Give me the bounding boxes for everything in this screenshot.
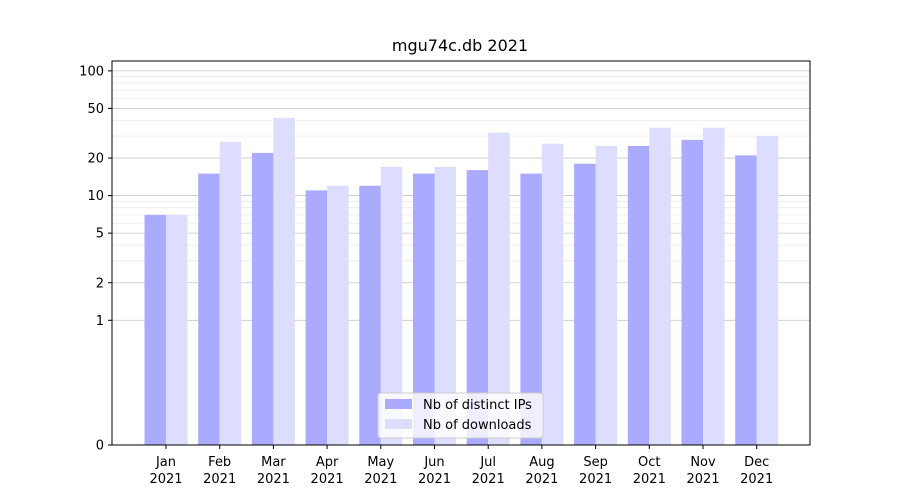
x-tick-label-month: Jun	[423, 455, 444, 470]
legend-swatch	[385, 419, 412, 429]
bar-distinct-ips	[520, 173, 542, 445]
bar-distinct-ips	[466, 170, 489, 445]
legend: Nb of distinct IPs Nb of downloads	[377, 392, 544, 439]
legend-label: Nb of downloads	[423, 418, 532, 433]
bar-distinct-ips	[305, 190, 328, 445]
y-tick-label: 100	[79, 64, 104, 79]
bar-downloads	[488, 132, 510, 445]
bar-distinct-ips	[359, 185, 381, 445]
bar-distinct-ips	[574, 163, 596, 445]
y-tick-label: 2	[96, 276, 104, 291]
plot-frame	[111, 60, 811, 446]
y-tick-label: 0	[96, 439, 104, 454]
x-tick-label-year: 2021	[472, 472, 505, 487]
x-axis: Jan 2021 Feb 2021 Mar 2021 Apr 2021 May 2021 Jun 20…	[149, 445, 773, 487]
x-tick-label-year: 2021	[418, 472, 451, 487]
x-tick-label-year: 2021	[525, 472, 558, 487]
x-tick-label-year: 2021	[686, 472, 719, 487]
legend-box	[377, 392, 544, 439]
x-tick-label-month: Jul	[479, 455, 496, 470]
x-tick-label-month: May	[367, 455, 394, 470]
x-tick-label-year: 2021	[311, 472, 344, 487]
bar-downloads	[273, 117, 295, 446]
x-tick-label-month: Jan	[155, 455, 176, 470]
bar-downloads	[541, 143, 564, 445]
x-tick-label-year: 2021	[740, 472, 773, 487]
bar-downloads	[595, 145, 618, 445]
y-tick-label: 50	[87, 102, 104, 117]
bar-downloads	[756, 136, 779, 445]
bars	[144, 117, 779, 446]
bar-distinct-ips	[251, 152, 274, 445]
y-tick-label: 1	[96, 314, 104, 329]
x-tick-label-year: 2021	[633, 472, 666, 487]
x-tick-label-year: 2021	[203, 472, 236, 487]
x-tick-label-year: 2021	[579, 472, 612, 487]
x-tick-label-month: Apr	[316, 455, 339, 470]
chart-title: mgu74c.db 2021	[392, 36, 528, 55]
x-tick-label-month: Aug	[529, 455, 554, 470]
bar-downloads	[166, 214, 188, 445]
x-tick-label-month: Oct	[638, 455, 660, 470]
x-tick-label-month: Dec	[744, 455, 769, 470]
x-tick-label-year: 2021	[364, 472, 397, 487]
bar-distinct-ips	[413, 173, 435, 445]
bar-downloads	[219, 141, 242, 446]
bar-distinct-ips	[144, 214, 166, 445]
x-tick-label-year: 2021	[149, 472, 182, 487]
bar-distinct-ips	[735, 155, 757, 445]
bar-downloads	[434, 166, 456, 445]
bar-downloads	[703, 127, 725, 445]
bar-downloads	[649, 127, 671, 445]
legend-label: Nb of distinct IPs	[423, 398, 532, 413]
x-tick-label-month: Mar	[261, 455, 286, 470]
x-tick-label-month: Nov	[690, 455, 716, 470]
x-tick-label-month: Feb	[208, 455, 231, 470]
bar-distinct-ips	[198, 173, 220, 445]
y-tick-label: 5	[96, 227, 104, 242]
bar-downloads	[380, 166, 403, 445]
x-tick-label-year: 2021	[257, 472, 290, 487]
y-tick-label: 10	[87, 189, 104, 204]
bar-distinct-ips	[627, 145, 650, 445]
bar-downloads	[327, 185, 349, 445]
bar-distinct-ips	[681, 139, 703, 445]
legend-swatch	[385, 399, 412, 409]
x-tick-label-month: Sep	[583, 455, 608, 470]
y-axis: 0 1 2 5 10 20 50 100	[79, 64, 112, 454]
y-tick-label: 20	[87, 152, 104, 167]
